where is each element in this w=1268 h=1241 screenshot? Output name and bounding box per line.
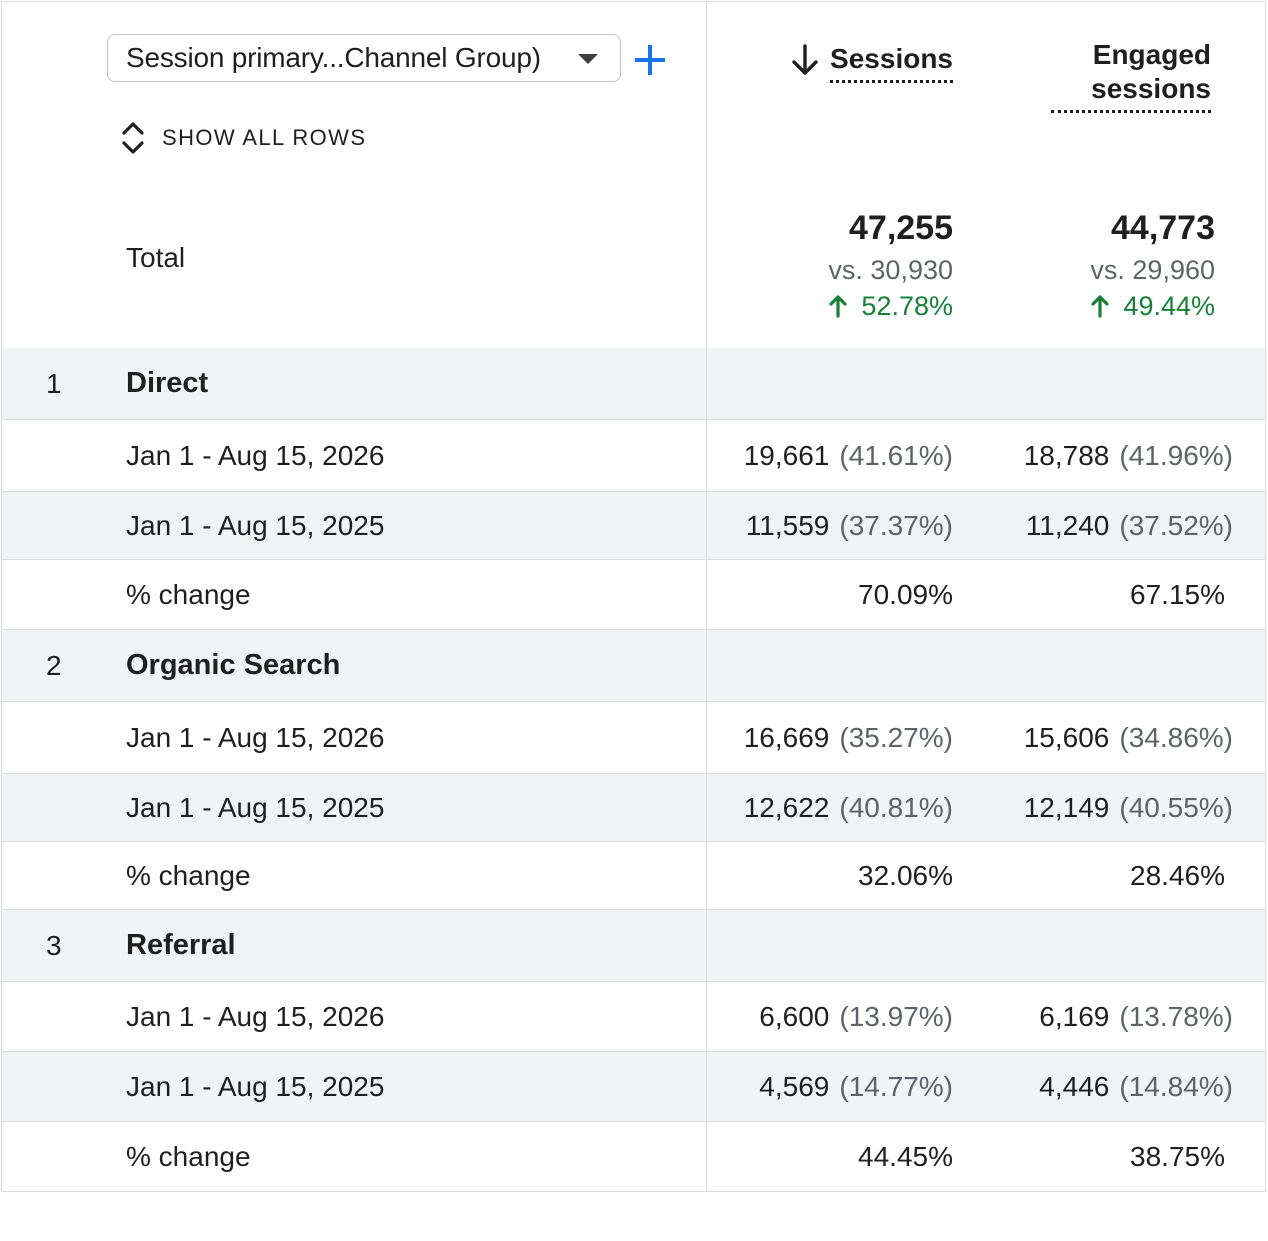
engaged-sessions-cell: 11,240 (37.52%)	[1026, 492, 1233, 559]
engaged-value: 6,169	[1039, 1000, 1110, 1032]
change-label: % change	[126, 578, 251, 610]
engaged-value: 12,149	[1023, 791, 1110, 823]
engaged-sessions-cell: 4,446 (14.84%)	[1039, 1052, 1233, 1121]
sessions-cell: 11,559 (37.37%)	[746, 492, 953, 559]
sessions-value: 16,669	[743, 721, 830, 753]
column-header-engaged-sessions[interactable]: Engaged sessions	[1051, 38, 1211, 113]
table-row: Jan 1 - Aug 15, 2026 6,600 (13.97%) 6,169…	[2, 982, 1265, 1052]
sessions-total: 47,255 vs. 30,930 52.78%	[828, 206, 953, 324]
change-row: % change 70.09% 67.15%	[2, 560, 1265, 630]
engaged-value: 18,788	[1023, 439, 1110, 471]
change-row: % change 44.45% 38.75%	[2, 1122, 1265, 1191]
date-range-label: Jan 1 - Aug 15, 2025	[126, 509, 385, 541]
group-rank: 1	[46, 367, 62, 399]
group-row[interactable]: 3 Referral	[2, 910, 1265, 982]
date-range-label: Jan 1 - Aug 15, 2025	[126, 791, 385, 823]
sessions-cell: 12,622 (40.81%)	[744, 774, 953, 841]
sessions-total-change: 52.78%	[828, 288, 953, 324]
date-range-label: Jan 1 - Aug 15, 2026	[126, 721, 385, 753]
report-table: Session primary...Channel Group) SHOW AL…	[1, 1, 1266, 1192]
sessions-cell: 19,661 (41.61%)	[744, 420, 953, 491]
sessions-change: 44.45%	[858, 1140, 953, 1172]
engaged-sessions-cell: 12,149 (40.55%)	[1024, 774, 1233, 841]
sessions-change: 32.06%	[858, 859, 953, 891]
engaged-share: (13.78%)	[1119, 1000, 1233, 1032]
sessions-value: 6,600	[759, 1000, 830, 1032]
column-divider	[706, 2, 707, 1191]
engaged-sessions-cell: 15,606 (34.86%)	[1024, 702, 1233, 773]
sessions-share: (35.27%)	[839, 721, 953, 753]
show-all-rows-button[interactable]: SHOW ALL ROWS	[120, 120, 366, 156]
arrow-down-icon	[792, 44, 818, 75]
engaged-total-previous: vs. 29,960	[1090, 255, 1215, 285]
arrow-up-icon	[829, 295, 848, 318]
change-label: % change	[126, 859, 251, 891]
sessions-value: 4,569	[759, 1070, 830, 1102]
date-range-label: Jan 1 - Aug 15, 2025	[126, 1070, 385, 1102]
engaged-change: 67.15%	[1130, 578, 1225, 610]
sessions-total-previous: vs. 30,930	[828, 255, 953, 285]
group-name: Direct	[126, 367, 209, 399]
dimension-selector-label: Session primary...Channel Group)	[126, 42, 541, 73]
table-row: Jan 1 - Aug 15, 2026 16,669 (35.27%) 15,6…	[2, 702, 1265, 774]
sessions-total-change-value: 52.78%	[861, 291, 953, 321]
engaged-sessions-cell: 6,169 (13.78%)	[1039, 982, 1233, 1051]
engaged-total-change-value: 49.44%	[1123, 291, 1215, 321]
caret-down-icon	[578, 54, 598, 64]
sessions-share: (37.37%)	[839, 509, 953, 541]
sessions-cell: 6,600 (13.97%)	[759, 982, 953, 1051]
dimension-selector[interactable]: Session primary...Channel Group)	[107, 34, 621, 82]
total-label: Total	[126, 242, 186, 273]
plus-icon[interactable]	[630, 40, 670, 80]
group-row[interactable]: 1 Direct	[2, 348, 1265, 420]
show-all-rows-label: SHOW ALL ROWS	[162, 125, 367, 150]
engaged-share: (41.96%)	[1119, 439, 1233, 471]
sessions-cell: 4,569 (14.77%)	[759, 1052, 953, 1121]
sessions-share: (14.77%)	[839, 1070, 953, 1102]
date-range-label: Jan 1 - Aug 15, 2026	[126, 439, 385, 471]
column-header-sessions[interactable]: Sessions	[790, 42, 953, 83]
sessions-cell: 16,669 (35.27%)	[744, 702, 953, 773]
engaged-sessions-cell: 18,788 (41.96%)	[1024, 420, 1233, 491]
engaged-total-value: 44,773	[1111, 209, 1215, 247]
engaged-change: 28.46%	[1130, 859, 1225, 891]
engaged-total-change: 49.44%	[1090, 288, 1215, 324]
table-row: Jan 1 - Aug 15, 2025 11,559 (37.37%) 11,2…	[2, 492, 1265, 560]
engaged-sessions-total: 44,773 vs. 29,960 49.44%	[1090, 206, 1215, 324]
sessions-header-label: Sessions	[830, 42, 953, 83]
sessions-total-value: 47,255	[849, 209, 953, 247]
table-row: Jan 1 - Aug 15, 2025 4,569 (14.77%) 4,446…	[2, 1052, 1265, 1122]
sessions-value: 12,622	[743, 791, 830, 823]
engaged-share: (34.86%)	[1119, 721, 1233, 753]
arrow-up-icon	[1091, 295, 1110, 318]
engaged-share: (14.84%)	[1119, 1070, 1233, 1102]
unfold-icon	[122, 122, 144, 154]
engaged-value: 11,240	[1025, 509, 1110, 541]
sessions-share: (13.97%)	[839, 1000, 953, 1032]
group-name: Referral	[126, 929, 236, 961]
engaged-share: (37.52%)	[1119, 509, 1233, 541]
engaged-share: (40.55%)	[1119, 791, 1233, 823]
group-rank: 2	[46, 649, 62, 681]
change-label: % change	[126, 1140, 251, 1172]
table-header: Session primary...Channel Group) SHOW AL…	[2, 2, 1265, 349]
sessions-share: (41.61%)	[839, 439, 953, 471]
sessions-share: (40.81%)	[839, 791, 953, 823]
group-name: Organic Search	[126, 649, 341, 681]
date-range-label: Jan 1 - Aug 15, 2026	[126, 1000, 385, 1032]
sessions-value: 19,661	[743, 439, 830, 471]
engaged-value: 15,606	[1023, 721, 1110, 753]
sessions-value: 11,559	[745, 509, 830, 541]
table-row: Jan 1 - Aug 15, 2025 12,622 (40.81%) 12,1…	[2, 774, 1265, 842]
table-row: Jan 1 - Aug 15, 2026 19,661 (41.61%) 18,7…	[2, 420, 1265, 492]
sessions-change: 70.09%	[858, 578, 953, 610]
group-row[interactable]: 2 Organic Search	[2, 630, 1265, 702]
engaged-change: 38.75%	[1130, 1140, 1225, 1172]
group-rank: 3	[46, 929, 62, 961]
change-row: % change 32.06% 28.46%	[2, 842, 1265, 910]
engaged-sessions-header-label: Engaged sessions	[1051, 38, 1211, 113]
engaged-value: 4,446	[1039, 1070, 1110, 1102]
